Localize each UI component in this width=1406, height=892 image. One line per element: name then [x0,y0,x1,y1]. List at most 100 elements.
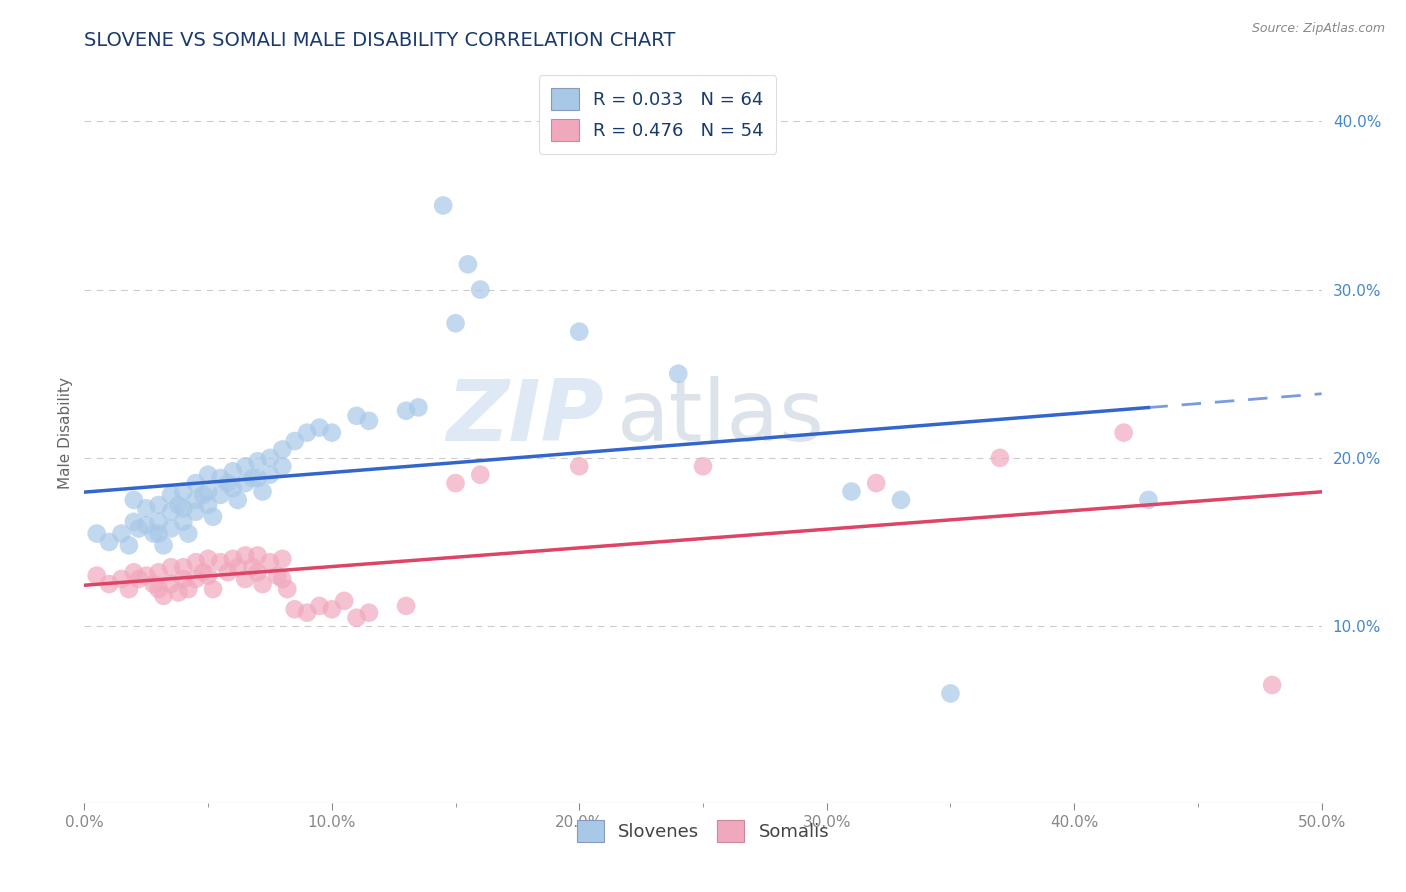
Point [167,498,190,512]
Point [295,425,318,440]
Point [346,610,368,624]
Point [160,505,183,519]
Point [1112,425,1135,440]
Point [432,198,454,212]
Point [308,420,330,434]
Point [172,501,194,516]
Point [233,572,256,586]
Point [357,414,380,428]
Point [202,509,225,524]
Point [246,471,269,485]
Text: SLOVENE VS SOMALI MALE DISABILITY CORRELATION CHART: SLOVENE VS SOMALI MALE DISABILITY CORREL… [84,30,676,50]
Point [197,568,219,582]
Point [233,476,256,491]
Point [148,566,170,580]
Point [408,401,430,415]
Legend: Slovenes, Somalis: Slovenes, Somalis [569,813,837,849]
Point [142,526,165,541]
Point [333,594,356,608]
Point [284,602,307,616]
Point [470,283,492,297]
Point [86,568,108,582]
Point [357,606,380,620]
Point [271,551,294,566]
Point [184,492,207,507]
Point [666,367,689,381]
Point [470,467,492,482]
Point [271,442,294,457]
Point [308,599,330,613]
Y-axis label: Male Disability: Male Disability [58,376,73,489]
Point [209,488,232,502]
Point [128,572,150,586]
Point [122,492,145,507]
Point [233,549,256,563]
Text: ZIP: ZIP [446,376,605,459]
Point [346,409,368,423]
Point [98,577,121,591]
Point [252,577,274,591]
Point [128,522,150,536]
Point [246,454,269,468]
Point [160,522,183,536]
Point [259,450,281,465]
Point [122,515,145,529]
Point [226,560,249,574]
Point [118,538,141,552]
Point [271,459,294,474]
Point [988,450,1011,465]
Point [568,325,591,339]
Point [110,526,132,541]
Point [148,582,170,596]
Point [197,484,219,499]
Point [246,549,269,563]
Point [217,566,239,580]
Point [197,467,219,482]
Point [167,585,190,599]
Point [197,551,219,566]
Point [148,498,170,512]
Point [172,572,194,586]
Point [209,555,232,569]
Point [160,488,183,502]
Point [191,566,214,580]
Point [148,515,170,529]
Point [457,257,479,271]
Point [135,568,157,582]
Point [321,425,343,440]
Point [177,526,200,541]
Point [395,599,418,613]
Point [110,572,132,586]
Point [841,484,863,499]
Point [444,476,467,491]
Point [142,577,165,591]
Point [939,686,962,700]
Text: atlas: atlas [616,376,824,459]
Point [266,568,288,582]
Point [209,471,232,485]
Point [259,467,281,482]
Point [184,476,207,491]
Point [242,471,264,485]
Point [222,551,245,566]
Point [276,582,298,596]
Point [217,476,239,491]
Point [152,538,174,552]
Point [202,582,225,596]
Point [226,492,249,507]
Point [252,484,274,499]
Point [172,515,194,529]
Point [692,459,714,474]
Point [197,498,219,512]
Point [172,560,194,574]
Point [152,589,174,603]
Point [242,560,264,574]
Point [98,535,121,549]
Point [271,572,294,586]
Point [160,560,183,574]
Point [191,488,214,502]
Point [1137,492,1160,507]
Point [865,476,887,491]
Point [395,403,418,417]
Point [172,484,194,499]
